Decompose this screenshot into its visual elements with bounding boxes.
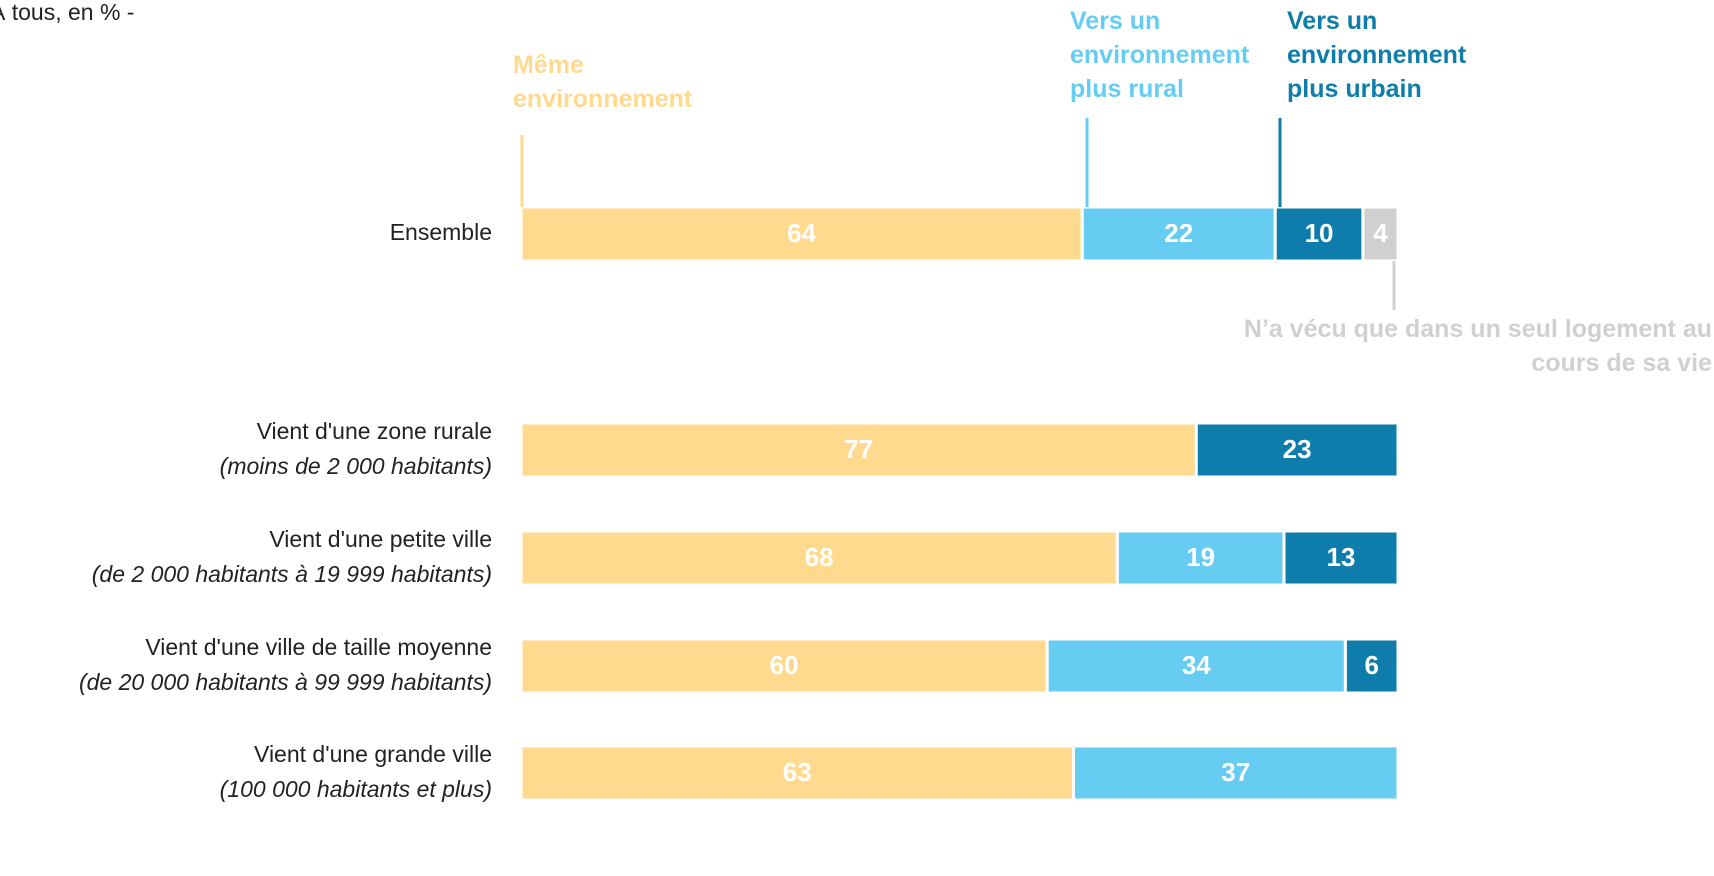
category-detail: (de 20 000 habitants à 99 999 habitants) [79, 669, 492, 695]
category-label: Vient d'une grande ville [254, 741, 492, 767]
bar-segment [1194, 421, 1400, 479]
bar-segment [1343, 637, 1400, 695]
category-label: Vient d'une petite ville [269, 526, 492, 552]
value-label: 10 [1305, 218, 1334, 248]
value-label: 77 [844, 434, 873, 464]
category-label: Vient d'une ville de taille moyenne [145, 634, 492, 660]
bar-segment [1282, 529, 1400, 587]
bar-segment [1273, 205, 1365, 263]
value-label: 60 [770, 650, 799, 680]
value-label: 13 [1327, 542, 1356, 572]
value-label: 68 [805, 542, 834, 572]
bar-segment [1115, 529, 1286, 587]
bar-segment [1072, 744, 1400, 802]
bar-segment [519, 744, 1076, 802]
value-label: 34 [1182, 650, 1211, 680]
category-detail: (de 2 000 habitants à 19 999 habitants) [92, 561, 492, 587]
value-label: 63 [783, 757, 812, 787]
value-label: 37 [1221, 757, 1250, 787]
value-label: 4 [1373, 218, 1388, 248]
value-label: 19 [1186, 542, 1215, 572]
legend-label: Vers un environnement plus urbain [1287, 7, 1467, 103]
bar-segment [519, 205, 1084, 263]
legend-label: Même environnement [513, 51, 693, 113]
bar-segment [519, 421, 1198, 479]
category-detail: (100 000 habitants et plus) [220, 776, 492, 802]
bar-segment [519, 637, 1049, 695]
value-label: 64 [787, 218, 816, 248]
category-label: Ensemble [390, 219, 492, 245]
value-label: 6 [1364, 650, 1378, 680]
category-label: Vient d'une zone rurale [257, 418, 492, 444]
bar-segment [1080, 205, 1277, 263]
subtitle: À tous, en % - [0, 0, 134, 25]
legend-label: Vers un environnement plus rural [1070, 7, 1250, 103]
bar-segment [1361, 205, 1400, 263]
bar-segment [519, 529, 1119, 587]
legend-label: N’a vécu que dans un seul logement au cou… [1244, 315, 1712, 377]
value-label: 23 [1283, 434, 1312, 464]
value-label: 22 [1164, 218, 1193, 248]
category-detail: (moins de 2 000 habitants) [220, 453, 492, 479]
